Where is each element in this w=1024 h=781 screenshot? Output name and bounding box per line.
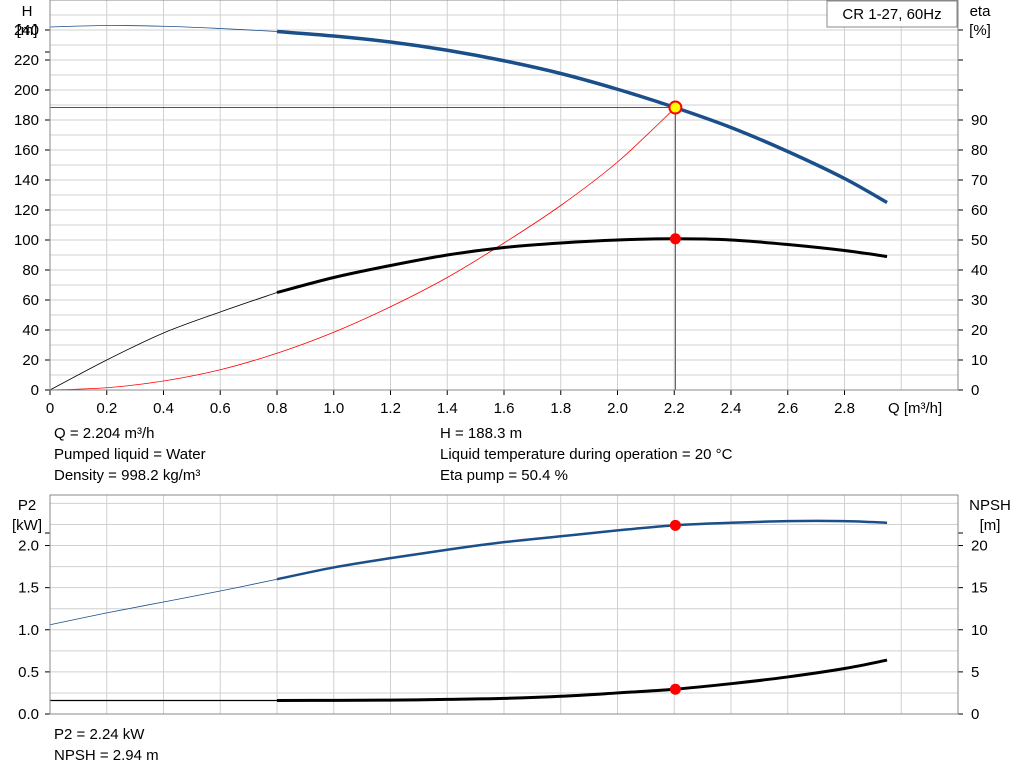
eta-tick-label: 0 (971, 382, 979, 399)
eta-tick-label: 60 (971, 202, 988, 219)
grid-bottom (49, 495, 959, 714)
npsh-tick-label: 5 (971, 664, 979, 681)
op-point-eta (669, 233, 681, 245)
op-point-npsh (669, 683, 681, 695)
system-curve (49, 107, 676, 391)
npsh-tick-label: 10 (971, 622, 988, 639)
npsh-tick-label: 20 (971, 538, 988, 555)
p2-tick-label: 0.0 (18, 706, 39, 723)
h-tick-label: 0 (31, 382, 39, 399)
eta-tick-label: 20 (971, 322, 988, 339)
eta-tick-label: 10 (971, 352, 988, 369)
x-tick-label: 0.8 (267, 400, 288, 417)
p2-tick-label: 2.0 (18, 538, 39, 555)
eta-curve (276, 237, 888, 294)
x-tick-label: 0.2 (96, 400, 117, 417)
x-tick-label: 0.6 (210, 400, 231, 417)
h-tick-label: 80 (22, 262, 39, 279)
eta-tick-label: 70 (971, 172, 988, 189)
npsh-tick-label: 15 (971, 580, 988, 597)
h-tick-label: 20 (22, 352, 39, 369)
h-tick-label: 40 (22, 322, 39, 339)
h-axis-label: H (22, 3, 33, 20)
eta-tick-label: 90 (971, 112, 988, 129)
p2-axis-label: P2 (18, 497, 36, 514)
info-temperature: Liquid temperature during operation = 20… (440, 446, 733, 463)
head-curve (276, 29, 888, 205)
head-curve-thin (49, 25, 278, 32)
tick-labels: 0 0.2 0.4 0.6 0.8 1.0 1.2 1.4 1.6 1.8 2.0 2.2 2.4 2.6… (14, 22, 988, 723)
h-tick-label: 200 (14, 82, 39, 99)
x-tick-label: 2.6 (777, 400, 798, 417)
x-tick-label: 1.4 (437, 400, 458, 417)
info-npsh: NPSH = 2.94 m (54, 747, 159, 764)
h-tick-label: 180 (14, 112, 39, 129)
x-tick-label: 0.4 (153, 400, 174, 417)
eta-tick-label: 80 (971, 142, 988, 159)
npsh-axis-unit: [m] (980, 517, 1001, 534)
eta-curve-thin (49, 292, 278, 391)
x-tick-label: 2.4 (721, 400, 742, 417)
npsh-tick-label: 0 (971, 706, 979, 723)
legend-box (826, 0, 958, 28)
q-axis-label: Q [m³/h] (888, 400, 942, 417)
h-axis-unit: [m] (17, 22, 38, 39)
p2-curve-thin (49, 578, 278, 626)
grid-top (49, 0, 959, 390)
x-tick-label: 2.8 (834, 400, 855, 417)
eta-tick-label: 40 (971, 262, 988, 279)
x-tick-label: 0 (46, 400, 54, 417)
h-tick-label: 160 (14, 142, 39, 159)
h-tick-label: 60 (22, 292, 39, 309)
p2-tick-label: 0.5 (18, 664, 39, 681)
h-tick-label: 220 (14, 52, 39, 69)
info-head: H = 188.3 m (440, 425, 523, 442)
info-eta: Eta pump = 50.4 % (440, 467, 568, 484)
info-liquid: Pumped liquid = Water (54, 446, 206, 463)
h-tick-label: 120 (14, 202, 39, 219)
h-tick-label: 100 (14, 232, 39, 249)
legend-label: CR 1-27, 60Hz (842, 6, 941, 23)
op-point-p2 (669, 519, 681, 531)
x-tick-label: 1.6 (494, 400, 515, 417)
p2-tick-label: 1.5 (18, 580, 39, 597)
eta-tick-label: 30 (971, 292, 988, 309)
p2-axis-unit: [kW] (12, 517, 42, 534)
info-flow: Q = 2.204 m³/h (54, 425, 155, 442)
p2-tick-label: 1.0 (18, 622, 39, 639)
info-density: Density = 998.2 kg/m³ (54, 467, 201, 484)
h-tick-label: 240 (14, 22, 39, 39)
eta-axis-label: eta (970, 3, 992, 20)
bottom-plot-frame (49, 494, 959, 715)
npsh-axis-label: NPSH (969, 497, 1011, 514)
npsh-curve (276, 658, 888, 703)
top-plot-frame (49, 0, 959, 391)
x-tick-label: 2.2 (664, 400, 685, 417)
x-tick-label: 2.0 (607, 400, 628, 417)
x-tick-label: 1.0 (323, 400, 344, 417)
h-tick-label: 140 (14, 172, 39, 189)
curves (49, 25, 888, 703)
p2-curve (276, 519, 888, 581)
eta-tick-label: 50 (971, 232, 988, 249)
op-point-head (668, 100, 683, 115)
info-p2: P2 = 2.24 kW (54, 726, 145, 743)
x-tick-label: 1.8 (550, 400, 571, 417)
eta-axis-unit: [%] (969, 22, 991, 39)
x-tick-label: 1.2 (380, 400, 401, 417)
